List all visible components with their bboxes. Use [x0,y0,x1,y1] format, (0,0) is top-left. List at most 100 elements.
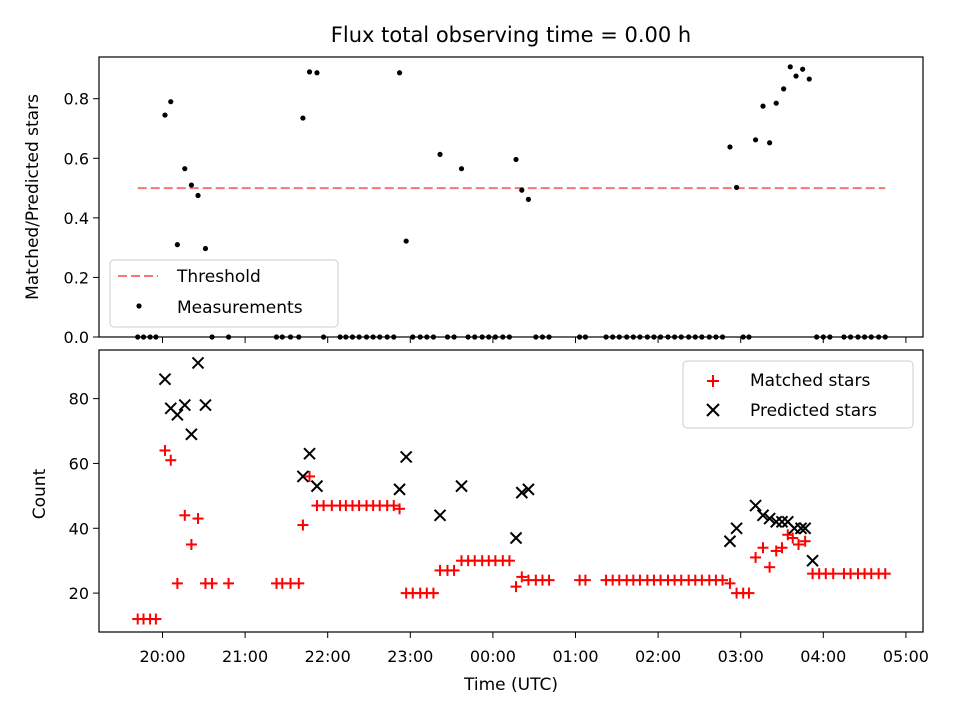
predicted-star-point [178,398,192,412]
matched-star-point [165,454,177,466]
matched-star-point [787,532,799,544]
matched-star-point [799,535,811,547]
count-y-tick-label: 20 [69,584,89,603]
chart-title: Flux total observing time = 0.00 h [331,23,691,47]
measurement-point [195,192,201,199]
predicted-star-point [191,356,205,370]
matched-star-point [304,470,316,482]
measurement-point [403,238,409,244]
predicted-star-point [515,486,529,499]
predicted-star-point [798,522,812,535]
count-panel-ticks: 20 40 60 80 20:00 21:00 22:00 23:00 00:00 01:00 02… [69,390,929,666]
matched-star-point [206,577,218,589]
matched-star-point [750,551,762,563]
measurement-point [793,73,799,79]
predicted-star-point [393,483,406,496]
predicted-star-point [770,515,783,529]
predicted-star-point [806,554,819,567]
predicted-star-point [756,509,770,522]
measurement-point [767,140,773,146]
measurement-point [519,187,525,193]
matched-star-point [827,568,839,580]
measurement-point [513,156,519,163]
count-panel-frame [98,349,924,633]
matched-star-point [764,561,776,573]
predicted-star-point [185,428,198,441]
measurement-point [182,166,188,172]
matched-points [132,444,891,625]
matched-star-point [159,444,171,456]
x-tick-label: 03:00 [718,647,764,666]
measurement-point [188,182,195,188]
ratio-panel: 0.00.20.40.60.8 Matched/Predicted stars … [23,56,924,347]
x-tick-label: 04:00 [800,647,846,666]
ratio-y-tick-label: 0.4 [64,209,89,228]
count-legend-box [682,360,914,429]
predicted-star-point [303,447,316,460]
matched-star-point [510,581,522,593]
measurement-point [727,144,733,150]
matched-star-point [293,577,305,589]
measurement-point [300,115,306,121]
x-tick-label: 23:00 [387,647,433,666]
predicted-star-point [775,515,789,529]
measurement-point [306,69,313,75]
ratio-legend: Threshold Measurements [109,259,339,328]
measurement-point [314,70,320,76]
matched-star-point [717,574,729,586]
x-tick-label: 21:00 [222,647,268,666]
matched-star-point [388,500,400,512]
x-tick-label: 00:00 [470,647,516,666]
measurement-point [168,99,174,105]
matched-star-point [724,577,736,589]
count-panel-ylabel: Count [30,468,50,519]
measurements-legend-swatch [136,303,142,309]
measurement-point [733,184,740,191]
count-legend: Matched stars Predicted stars [682,360,914,429]
measurement-point [396,70,403,76]
matched-star-point [223,577,235,589]
matched-star-point [543,574,555,586]
predicted-legend-swatch [706,403,720,417]
ratio-panel-ylabel: Matched/Predicted stars [23,94,43,300]
predicted-star-point [794,522,808,535]
matched-star-point [757,542,769,554]
x-tick-label: 05:00 [883,647,929,666]
ratio-y-tick-label: 0.2 [64,268,89,287]
predicted-star-point [763,512,776,525]
predicted-star-point [296,470,310,483]
matched-legend-swatch [707,375,719,387]
matched-star-point [185,538,197,550]
ratio-y-tick-label: 0.0 [64,328,89,347]
count-y-tick-label: 60 [69,454,89,473]
predicted-star-point [522,483,535,496]
count-y-tick-label: 80 [69,390,89,409]
matched-legend-label: Matched stars [750,371,870,391]
x-tick-label: 02:00 [635,647,681,666]
matched-star-point [776,542,788,554]
ratio-panel-ticks: 0.0 0.2 0.4 0.6 0.8 [64,90,907,347]
measurement-point [752,137,759,143]
matched-star-point [150,613,162,625]
measurement-point [525,196,532,202]
matched-star-point [503,555,515,567]
predicted-star-point [399,450,413,464]
count-panel: 20 40 60 80 20:00 21:00 22:00 23:00 00:00 01:00 02… [30,349,929,695]
measurement-point [760,103,766,109]
predicted-star-point [199,398,212,412]
matched-star-point [743,587,755,599]
x-tick-label: 20:00 [139,647,185,666]
measurement-point [458,166,465,172]
measurement-point [437,151,443,158]
matched-star-point [793,538,805,550]
count-y-tick-label: 40 [69,519,89,538]
matched-star-point [394,503,406,515]
predicted-star-point [749,499,762,512]
predicted-star-point [310,479,324,493]
ratio-y-tick-label: 0.6 [64,149,89,168]
ratio-panel-frame [98,56,924,338]
measurement-point [800,66,806,72]
measurement-points [135,64,888,340]
